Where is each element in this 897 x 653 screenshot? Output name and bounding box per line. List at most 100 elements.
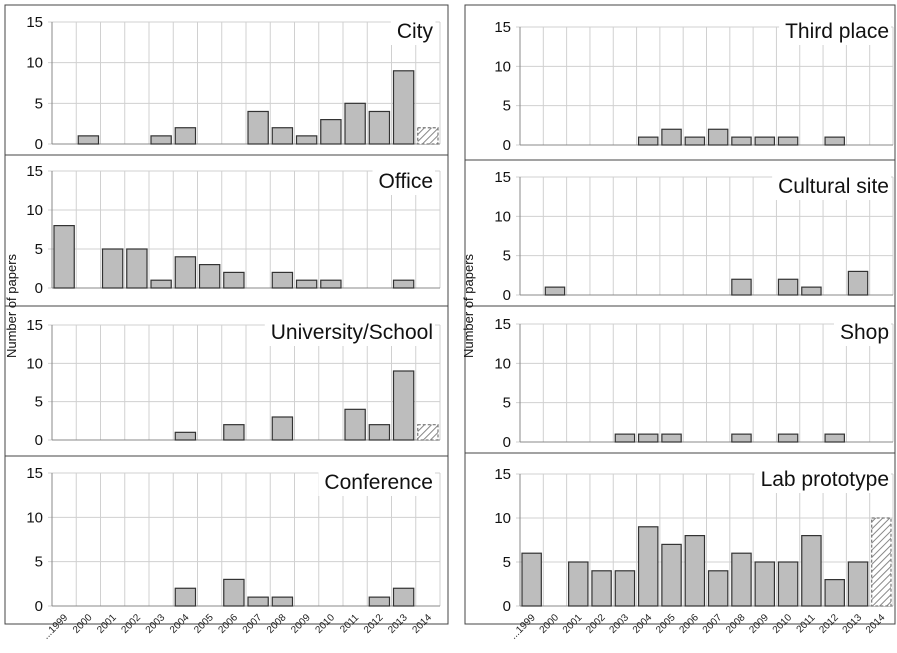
- bar-2005: [661, 543, 682, 607]
- y-tick-label: 10: [26, 355, 43, 372]
- panel-shop: 0 5 10 15 Shop: [464, 305, 896, 454]
- bar-2010: [777, 278, 799, 296]
- y-tick-label: 0: [35, 598, 43, 615]
- bar-2003: [614, 433, 636, 443]
- y-axis-label-left: Number of papers: [4, 253, 19, 358]
- bar-2006: [684, 136, 706, 146]
- bar-2011: [801, 286, 822, 296]
- bar-2008: [271, 416, 294, 441]
- bar-2002: [126, 248, 148, 289]
- bar-2004: [637, 136, 659, 146]
- bar-2005: [661, 433, 682, 443]
- bar-2006: [223, 578, 245, 607]
- panel-title-background: [318, 469, 435, 496]
- bar-2004: [174, 431, 197, 441]
- bar-2000: [77, 135, 100, 145]
- bar-2007: [707, 570, 729, 607]
- bar-2012: [368, 596, 391, 607]
- bar-2012: [824, 433, 845, 443]
- panel-title: Shop: [840, 321, 889, 344]
- y-tick-label: 5: [35, 394, 43, 411]
- panel-title-background: [754, 466, 891, 493]
- bar-2007: [247, 110, 269, 145]
- y-tick-label: 10: [26, 509, 43, 526]
- y-tick-label: 15: [26, 14, 43, 31]
- y-tick-label: 10: [26, 202, 43, 219]
- bar-2009: [754, 136, 776, 146]
- bar-2010: [320, 118, 342, 145]
- y-tick-label: 10: [494, 208, 511, 225]
- y-tick-label: 0: [503, 598, 511, 615]
- bar-...1999: [521, 552, 542, 607]
- y-tick-label: 15: [26, 465, 43, 482]
- y-tick-label: 15: [26, 163, 43, 180]
- bar-2001: [568, 561, 589, 607]
- bar-2000: [544, 286, 566, 296]
- bar-2013: [847, 270, 869, 296]
- panel-title: University/School: [271, 321, 433, 344]
- bar-2005: [198, 264, 221, 289]
- panel-title: Conference: [324, 471, 433, 494]
- y-tick-label: 15: [494, 19, 511, 36]
- panel-title: Lab prototype: [761, 468, 889, 491]
- bar-2009: [754, 561, 776, 607]
- y-tick-label: 10: [26, 55, 43, 72]
- y-tick-label: 10: [494, 58, 511, 75]
- bar-hatched-2014: [417, 127, 439, 145]
- bar-2012: [824, 136, 845, 146]
- y-tick-label: 10: [494, 510, 511, 527]
- bar-2008: [271, 596, 294, 607]
- bar-2008: [731, 136, 752, 146]
- bar-2008: [271, 271, 294, 289]
- bar-2013: [847, 561, 869, 607]
- panel-title-background: [264, 319, 435, 346]
- bar-2013: [392, 70, 415, 145]
- y-tick-label: 5: [35, 241, 43, 258]
- bar-2004: [174, 256, 197, 289]
- panel-city: 0 5 10 15 City: [4, 4, 449, 156]
- panel-university-school: 0 5 10 15 University/School: [4, 305, 449, 457]
- panel-cultural-site: 0 5 10 15 Cultural site: [464, 159, 896, 307]
- bar-...1999: [53, 225, 75, 289]
- bar-2004: [637, 526, 659, 607]
- y-tick-label: 15: [494, 316, 511, 333]
- y-tick-label: 0: [35, 280, 43, 297]
- bar-2010: [320, 279, 342, 289]
- bar-2013: [392, 587, 415, 607]
- bar-2013: [392, 279, 415, 289]
- panel-title-background: [779, 18, 891, 45]
- y-tick-label: 15: [494, 169, 511, 186]
- bar-hatched-2014: [417, 424, 439, 441]
- y-axis-label-right: Number of papers: [461, 253, 476, 358]
- chart-panels: 0 5 10 15 City 0 5 10 15 Office 0 5 10 15 University/S…: [4, 4, 896, 642]
- bar-2008: [271, 127, 294, 145]
- bar-2012: [824, 578, 845, 607]
- y-tick-label: 0: [503, 287, 511, 304]
- panel-title-background: [833, 319, 891, 346]
- y-tick-label: 5: [503, 248, 511, 265]
- y-tick-label: 10: [494, 355, 511, 372]
- panel-title: Office: [379, 170, 433, 193]
- bar-2010: [777, 561, 799, 607]
- y-tick-label: 15: [26, 317, 43, 334]
- bar-2011: [344, 408, 366, 441]
- y-tick-label: 5: [503, 554, 511, 571]
- bar-2013: [392, 370, 415, 441]
- bar-hatched-2014: [871, 517, 892, 607]
- panel-title-background: [390, 18, 436, 45]
- bar-2001: [101, 248, 124, 289]
- bar-2012: [368, 424, 391, 441]
- panel-title-background: [772, 173, 891, 200]
- bar-2012: [368, 110, 391, 145]
- y-tick-label: 0: [35, 432, 43, 449]
- bar-2006: [223, 424, 245, 441]
- bar-2009: [295, 135, 318, 145]
- y-tick-label: 15: [494, 466, 511, 483]
- bar-2005: [661, 128, 682, 146]
- bar-2003: [150, 135, 172, 145]
- y-tick-label: 0: [503, 434, 511, 451]
- panel-office: 0 5 10 15 Office: [4, 154, 449, 307]
- bar-2003: [150, 279, 172, 289]
